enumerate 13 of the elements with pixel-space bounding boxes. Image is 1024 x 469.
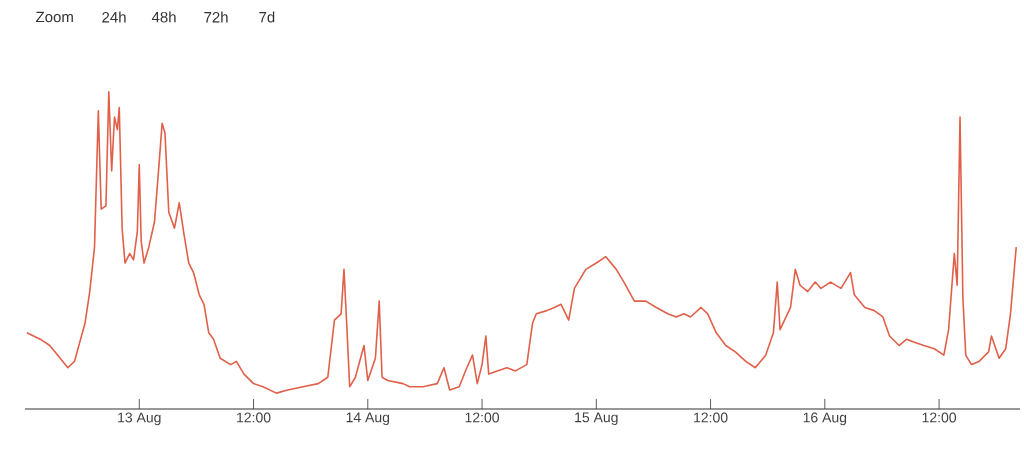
x-tick-label: 16 Aug xyxy=(803,412,847,426)
text: 48h xyxy=(151,11,176,23)
text: 72h xyxy=(204,11,228,23)
x-tick-label: 12:00 xyxy=(237,412,271,423)
text: 7d xyxy=(259,11,275,23)
x-tick-label: 13 Aug xyxy=(118,412,161,426)
text: Zoom xyxy=(36,11,73,23)
x-tick-label: 12:00 xyxy=(465,412,500,423)
x-tick-label: 15 Aug xyxy=(575,412,618,426)
x-tick-label: 12:00 xyxy=(694,412,728,423)
text: 24h xyxy=(102,11,126,23)
x-tick-label: 12:00 xyxy=(922,412,957,423)
x-tick-label: 14 Aug xyxy=(346,412,390,426)
